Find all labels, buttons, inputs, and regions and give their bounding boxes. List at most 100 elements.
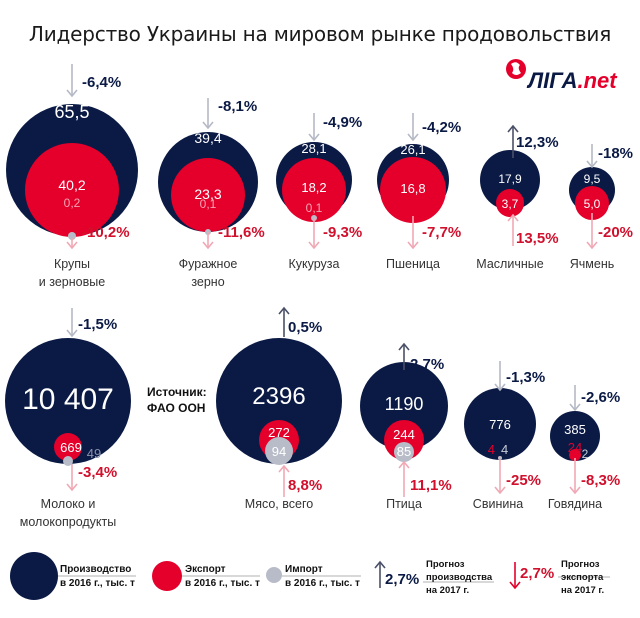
production-forecast-arrow — [202, 98, 214, 130]
production-value: 776 — [489, 417, 511, 432]
production-forecast-arrow — [507, 124, 519, 158]
export-bubble — [384, 420, 424, 460]
export-value: 40,2 — [58, 177, 85, 193]
production-bubble — [550, 411, 600, 461]
import-value: 85 — [397, 444, 411, 459]
bubble-group: 9,5 5,0 -18% -20% Ячмень — [569, 144, 633, 271]
export-forecast-arrow-head — [407, 241, 419, 250]
export-forecast-label: 13,5% — [516, 230, 559, 247]
production-forecast-arrow-head — [398, 342, 410, 351]
export-forecast-arrow — [202, 232, 214, 250]
category-label: Свинина — [473, 497, 523, 511]
export-value: 24 — [568, 440, 582, 455]
production-forecast-label: 0,5% — [288, 319, 322, 336]
production-forecast-arrow — [308, 113, 320, 142]
legend-production-forecast-arrow-head — [374, 560, 386, 569]
export-forecast-label: 8,8% — [288, 477, 322, 494]
import-bubble — [63, 456, 73, 466]
production-forecast-arrow-head — [278, 306, 290, 315]
export-forecast-label: -9,3% — [323, 224, 362, 241]
legend-production-sublabel: в 2016 г., тыс. т — [60, 578, 135, 589]
export-forecast-arrow — [407, 216, 419, 250]
production-bubble — [464, 388, 536, 460]
import-bubble — [68, 232, 76, 240]
production-value: 39,4 — [194, 130, 221, 146]
production-value: 2396 — [252, 383, 305, 410]
export-forecast-arrow-head — [278, 464, 290, 473]
export-forecast-arrow-head — [66, 241, 78, 250]
legend-production-forecast-label: на 2017 г. — [426, 585, 469, 596]
production-forecast-arrow-head — [494, 383, 506, 392]
bubble-group: 17,9 3,7 12,3% 13,5% Масличные — [476, 124, 559, 271]
export-bubble — [282, 158, 346, 222]
category-label: Крупы — [54, 257, 90, 271]
legend-export-forecast-label: Прогноз — [561, 559, 600, 570]
legend: Производство в 2016 г., тыс. т Экспорт в 20… — [10, 552, 610, 600]
bubble-group: 65,5 40,2 0,2 -6,4% -10,2% Крупы и зерновые — [6, 64, 138, 289]
production-forecast-arrow — [569, 385, 581, 412]
export-value: 16,8 — [400, 181, 425, 196]
production-forecast-arrow-head — [202, 121, 214, 130]
production-forecast-arrow — [586, 144, 598, 169]
legend-import-swatch — [266, 567, 282, 583]
production-value: 17,9 — [498, 172, 522, 186]
category-label: молокопродукты — [20, 515, 116, 529]
export-forecast-arrow — [507, 213, 519, 246]
export-bubble — [25, 143, 119, 237]
production-value: 1190 — [385, 394, 424, 414]
legend-export-forecast-label: экспорта — [561, 572, 604, 583]
production-forecast-arrow-head — [569, 403, 581, 412]
production-forecast-label: 12,3% — [516, 134, 559, 151]
export-forecast-label: -20% — [598, 224, 633, 241]
export-forecast-arrow — [66, 238, 78, 250]
import-value: 0,1 — [306, 201, 323, 215]
production-value: 10 407 — [22, 383, 114, 416]
export-forecast-label: -10,2% — [82, 224, 130, 241]
bubble-group: 28,1 18,2 0,1 -4,9% -9,3% Кукуруза — [276, 113, 362, 271]
legend-production-forecast-arrow — [374, 560, 386, 588]
category-label: Мясо, всего — [245, 497, 313, 511]
category-label: зерно — [191, 275, 224, 289]
export-value: 669 — [60, 440, 82, 455]
production-forecast-label: -18% — [598, 145, 633, 162]
production-forecast-arrow — [398, 342, 410, 370]
production-forecast-arrow-head — [407, 133, 419, 142]
production-forecast-arrow — [278, 306, 290, 337]
legend-export-forecast-label: на 2017 г. — [561, 585, 604, 596]
category-label: Пшеница — [386, 257, 440, 271]
bubble-group: 385 24 2 -2,6% -8,3% Говядина — [548, 385, 620, 511]
legend-export-sublabel: в 2016 г., тыс. т — [185, 578, 260, 589]
export-forecast-label: -7,7% — [422, 224, 461, 241]
legend-production-label: Производство — [60, 564, 131, 575]
import-value: 0,2 — [64, 196, 81, 210]
category-label: Молоко и — [41, 497, 96, 511]
import-value: 0,1 — [200, 197, 217, 211]
legend-production-forecast-label: производства — [426, 572, 493, 583]
bubble-group: 26,1 16,8 -4,2% -7,7% Пшеница — [377, 113, 461, 271]
export-forecast-arrow-head — [308, 241, 320, 250]
export-value: 272 — [268, 425, 290, 440]
category-label: Кукуруза — [289, 257, 340, 271]
legend-export-label: Экспорт — [185, 564, 226, 575]
export-forecast-arrow — [308, 218, 320, 250]
export-forecast-arrow-head — [586, 241, 598, 250]
import-bubble — [394, 442, 414, 462]
import-bubble — [498, 456, 502, 460]
liga-logo: ЛІГА.net — [506, 59, 618, 92]
export-forecast-label: -8,3% — [581, 472, 620, 489]
export-value: 23,3 — [194, 186, 221, 202]
legend-import-sublabel: в 2016 г., тыс. т — [285, 578, 360, 589]
production-bubble — [480, 150, 540, 210]
export-forecast-label: -25% — [506, 472, 541, 489]
export-forecast-arrow-head — [569, 486, 581, 495]
legend-production-forecast-value: 2,7% — [385, 571, 419, 588]
category-label: и зерновые — [39, 275, 105, 289]
bubble-group: 2396 272 94 0,5% 8,8% Мясо, всего — [216, 306, 342, 511]
export-forecast-arrow-head — [507, 213, 519, 222]
liga-logo-icon — [506, 59, 526, 79]
production-value: 9,5 — [584, 172, 601, 186]
export-forecast-label: -11,6% — [218, 224, 265, 241]
liga-logo-text: ЛІГА.net — [526, 68, 618, 92]
production-forecast-arrow-head — [308, 133, 320, 142]
